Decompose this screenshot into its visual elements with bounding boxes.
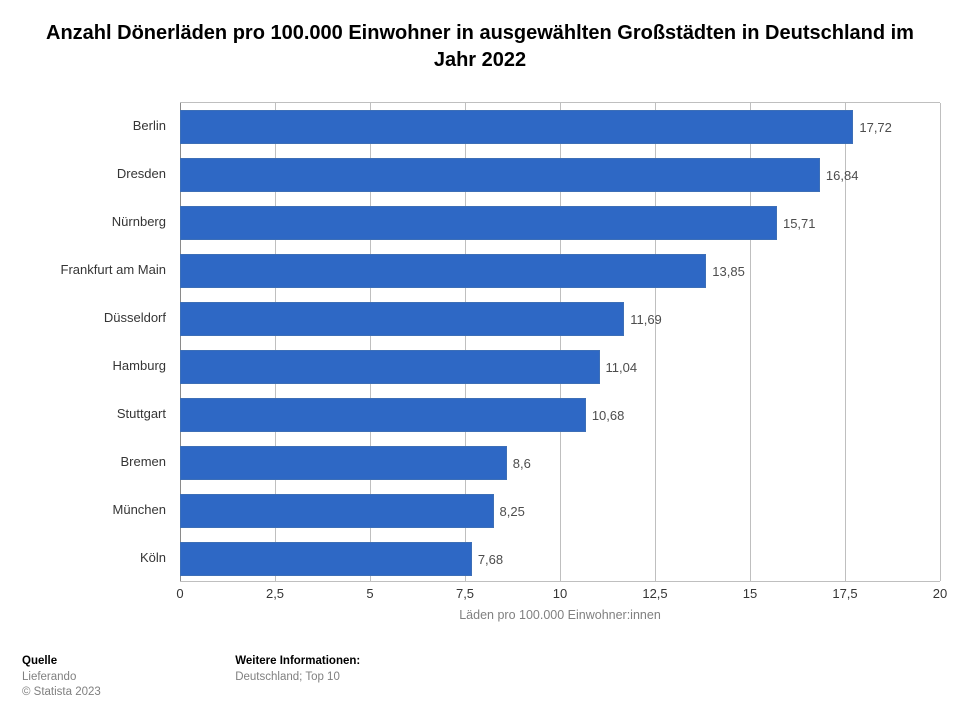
- plot: 17,72 16,8415,71 13,85 11,69 11,04 10,68 8,6 8,…: [180, 102, 940, 582]
- bar-row: 11,69: [180, 295, 940, 343]
- category-label: München: [20, 503, 170, 517]
- bar[interactable]: [180, 206, 777, 240]
- x-tick-label: 5: [366, 586, 373, 601]
- bar-value-label: 7,68: [472, 542, 503, 576]
- chart-area: 17,72 16,8415,71 13,85 11,69 11,04 10,68 8,6 8,…: [20, 92, 940, 632]
- x-tick-label: 15: [743, 586, 757, 601]
- bar[interactable]: [180, 302, 624, 336]
- bar-value-label: 8,6: [507, 446, 531, 480]
- bar[interactable]: [180, 398, 586, 432]
- source-label: Quelle: [22, 654, 232, 670]
- category-label: Dresden: [20, 167, 170, 181]
- info-label: Weitere Informationen:: [235, 654, 360, 670]
- x-tick-label: 12,5: [642, 586, 667, 601]
- source-text: Lieferando: [22, 670, 232, 686]
- bar-value-label: 16,84: [820, 158, 859, 192]
- bar-value-label: 11,69: [624, 302, 662, 336]
- bar-row: 17,72: [180, 103, 940, 151]
- category-label: Köln: [20, 551, 170, 565]
- bar[interactable]: [180, 158, 820, 192]
- x-tick-label: 0: [176, 586, 183, 601]
- bar-value-label: 11,04: [600, 350, 638, 384]
- grid-line: [940, 103, 941, 581]
- x-tick-label: 10: [553, 586, 567, 601]
- category-label: Nürnberg: [20, 215, 170, 229]
- bar[interactable]: [180, 542, 472, 576]
- category-label: Düsseldorf: [20, 311, 170, 325]
- bar-value-label: 13,85: [706, 254, 745, 288]
- x-axis-title: Läden pro 100.000 Einwohner:innen: [180, 608, 940, 622]
- x-tick-label: 7,5: [456, 586, 474, 601]
- bar[interactable]: [180, 494, 494, 528]
- x-tick-label: 17,5: [832, 586, 857, 601]
- bar-value-label: 17,72: [853, 110, 892, 144]
- bar-row: 15,71: [180, 199, 940, 247]
- bar[interactable]: [180, 110, 853, 144]
- x-tick-label: 20: [933, 586, 947, 601]
- category-label: Berlin: [20, 119, 170, 133]
- bar-row: 11,04: [180, 343, 940, 391]
- bar-row: 8,25: [180, 487, 940, 535]
- x-ticks: 02,557,51012,51517,520: [180, 586, 940, 606]
- bar-row: 8,6: [180, 439, 940, 487]
- bar[interactable]: [180, 350, 600, 384]
- bar-row: 13,85: [180, 247, 940, 295]
- bar-value-label: 8,25: [494, 494, 525, 528]
- chart-title: Anzahl Dönerläden pro 100.000 Einwohner …: [40, 20, 920, 74]
- bar-value-label: 15,71: [777, 206, 816, 240]
- bar-row: 7,68: [180, 535, 940, 583]
- info-text: Deutschland; Top 10: [235, 670, 360, 686]
- bar-value-label: 10,68: [586, 398, 625, 432]
- category-label: Bremen: [20, 455, 170, 469]
- x-tick-label: 2,5: [266, 586, 284, 601]
- category-label: Frankfurt am Main: [20, 263, 170, 277]
- category-label: Stuttgart: [20, 407, 170, 421]
- bar-row: 16,84: [180, 151, 940, 199]
- bar[interactable]: [180, 446, 507, 480]
- footer: Quelle Lieferando © Statista 2023 Weiter…: [22, 654, 938, 701]
- copyright: © Statista 2023: [22, 685, 232, 701]
- bar-row: 10,68: [180, 391, 940, 439]
- bar[interactable]: [180, 254, 706, 288]
- category-label: Hamburg: [20, 359, 170, 373]
